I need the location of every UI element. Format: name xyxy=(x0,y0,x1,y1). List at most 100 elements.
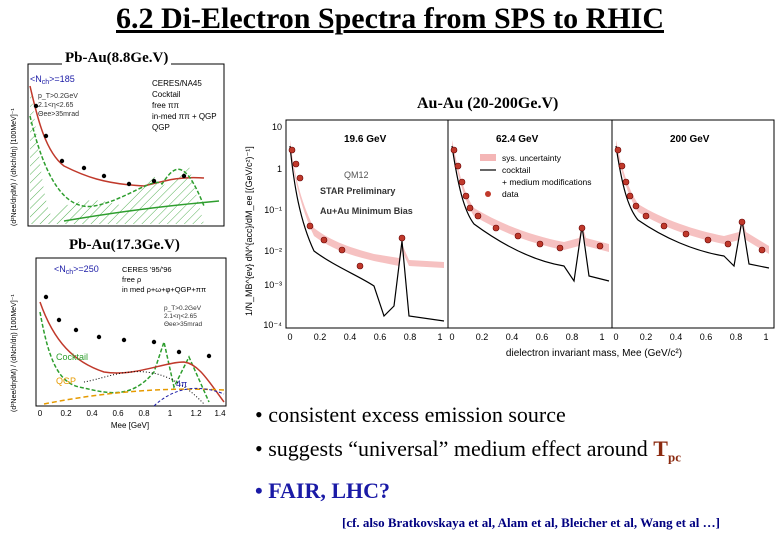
svg-text:19.6 GeV: 19.6 GeV xyxy=(344,134,387,145)
qgp-curve xyxy=(63,200,220,222)
svg-text:1: 1 xyxy=(437,332,442,342)
svg-text:10: 10 xyxy=(272,122,282,132)
nch-label-2: <Nch>=250 xyxy=(54,264,99,276)
svg-text:Θee>35mrad: Θee>35mrad xyxy=(38,111,79,118)
data-200 xyxy=(614,146,766,254)
svg-text:200 GeV: 200 GeV xyxy=(670,134,710,145)
svg-text:in-med ππ + QGP: in-med ππ + QGP xyxy=(152,112,217,121)
svg-text:1.4: 1.4 xyxy=(214,409,226,418)
bullet-2: • suggests “universal” medium effect aro… xyxy=(255,436,681,465)
svg-text:+ medium modifications: + medium modifications xyxy=(502,177,592,187)
qgp-curve-2 xyxy=(43,388,225,405)
svg-text:0.6: 0.6 xyxy=(536,332,549,342)
cocktail-curve-2 xyxy=(39,311,210,403)
svg-text:1: 1 xyxy=(168,409,173,418)
svg-text:0.4: 0.4 xyxy=(670,332,683,342)
pbau-88-legend: CERES/NA45 Cocktail free ππ in-med ππ + … xyxy=(152,79,217,132)
cocktail-label: Cocktail xyxy=(56,352,88,362)
pbau-88-plot: <Nch>=185 CERES/NA45 Cocktail free ππ in… xyxy=(11,63,225,227)
svg-text:p_T>0.2GeV: p_T>0.2GeV xyxy=(164,305,202,312)
svg-text:Cocktail: Cocktail xyxy=(152,90,181,99)
4pi-label: 4π xyxy=(176,379,187,389)
bullet-list: • consistent excess emission source • su… xyxy=(255,398,775,508)
svg-text:2.1<η<2.65: 2.1<η<2.65 xyxy=(38,102,74,109)
svg-text:QM12: QM12 xyxy=(344,170,369,180)
4pi-curve xyxy=(153,387,225,407)
svg-text:cocktail: cocktail xyxy=(502,165,530,175)
pbau-88-ylabel: (d²Nee/dηdM) / (dNch/dη) [100MeV]⁻¹ xyxy=(11,108,18,226)
auau-energies: 19.6 GeV 62.4 GeV 200 GeV xyxy=(344,134,710,145)
in-med-curve xyxy=(29,85,205,187)
svg-text:1: 1 xyxy=(277,164,282,174)
pbau-88-label: Pb-Au(8.8Ge.V) xyxy=(62,50,172,67)
svg-text:sys. uncertainty: sys. uncertainty xyxy=(502,153,562,163)
pbau-173-legend: CERES '95/'96 free ρ in med ρ+ω+φ+QGP+ππ xyxy=(122,265,206,294)
cocktail-19 xyxy=(289,145,445,322)
svg-text:0: 0 xyxy=(449,332,454,342)
auau-panel: 10 1 10⁻¹ 10⁻² 10⁻³ 10⁻⁴ xyxy=(234,116,778,366)
qgp-label: QGP xyxy=(56,376,76,386)
pbau-173-cuts: p_T>0.2GeV 2.1<η<2.65 Θee>35mrad xyxy=(164,305,203,328)
bullet-3: • FAIR, LHC? xyxy=(255,478,391,504)
svg-text:62.4 GeV: 62.4 GeV xyxy=(496,134,539,145)
svg-text:Θee>35mrad: Θee>35mrad xyxy=(164,321,203,328)
svg-text:1: 1 xyxy=(599,332,604,342)
pbau-173-ylabel: (d²Nee/dηdM) / (dNch/dη) [100MeV]⁻¹ xyxy=(11,294,18,412)
pbau-88-cuts: p_T>0.2GeV 2.1<η<2.65 Θee>35mrad xyxy=(38,93,79,118)
svg-text:10⁻²: 10⁻² xyxy=(264,246,282,256)
svg-text:CERES/NA45: CERES/NA45 xyxy=(152,79,202,88)
pbau-173-plot: <Nch>=250 CERES '95/'96 free ρ in med ρ+… xyxy=(11,257,227,430)
cocktail-62 xyxy=(451,145,610,283)
svg-text:p_T>0.2GeV: p_T>0.2GeV xyxy=(38,93,78,100)
svg-text:0.2: 0.2 xyxy=(476,332,489,342)
ceres-points xyxy=(33,103,187,187)
svg-text:2.1<η<2.65: 2.1<η<2.65 xyxy=(164,313,197,320)
legend-band-swatch xyxy=(480,154,496,161)
svg-text:in med ρ+ω+φ+QGP+ππ: in med ρ+ω+φ+QGP+ππ xyxy=(122,285,206,294)
svg-text:free ππ: free ππ xyxy=(152,101,180,110)
svg-text:10⁻³: 10⁻³ xyxy=(264,280,282,290)
svg-text:QGP: QGP xyxy=(152,123,170,132)
svg-text:data: data xyxy=(502,189,519,199)
auau-tags: QM12 STAR Preliminary Au+Au Minimum Bias xyxy=(320,170,413,216)
auau-xticks: 0 0.2 0.4 0.6 0.8 1 0 0.2 0.4 0.6 0.8 1 … xyxy=(287,332,768,342)
pbau-173-label: Pb-Au(17.3Ge.V) xyxy=(66,237,183,254)
legend-data-swatch xyxy=(485,191,491,197)
auau-plot: 10 1 10⁻¹ 10⁻² 10⁻³ 10⁻⁴ xyxy=(244,119,775,359)
bullet-1: • consistent excess emission source xyxy=(255,402,566,427)
slide-title: 6.2 Di-Electron Spectra from SPS to RHIC xyxy=(116,2,664,35)
svg-text:0.4: 0.4 xyxy=(344,332,357,342)
svg-text:0.4: 0.4 xyxy=(506,332,519,342)
svg-text:Au+Au Minimum Bias: Au+Au Minimum Bias xyxy=(320,206,413,216)
in-med-curve-2 xyxy=(39,301,225,403)
svg-text:0.8: 0.8 xyxy=(404,332,417,342)
band-62 xyxy=(452,140,609,252)
cocktail-200 xyxy=(615,145,770,269)
pbau-173-xticks: 0 0.2 0.4 0.6 0.8 1 1.2 1.4 xyxy=(38,409,226,418)
svg-text:free ρ: free ρ xyxy=(122,275,141,284)
svg-text:CERES '95/'96: CERES '95/'96 xyxy=(122,265,172,274)
svg-text:0: 0 xyxy=(613,332,618,342)
cocktail-curve xyxy=(29,115,205,208)
data-19 xyxy=(288,146,406,270)
svg-text:0.6: 0.6 xyxy=(112,409,124,418)
svg-text:0: 0 xyxy=(38,409,43,418)
auau-ylabel: 1/N_MB^{ev} dN^{acc}/dM_ee [(GeV/c²)⁻¹] xyxy=(244,146,254,316)
svg-text:0.2: 0.2 xyxy=(314,332,327,342)
auau-legend: sys. uncertainty cocktail + medium modif… xyxy=(480,153,592,199)
svg-text:0.6: 0.6 xyxy=(374,332,387,342)
svg-text:0.6: 0.6 xyxy=(700,332,713,342)
pbau-173-panel: <Nch>=250 CERES '95/'96 free ρ in med ρ+… xyxy=(4,252,230,432)
auau-yticks: 10 1 10⁻¹ 10⁻² 10⁻³ 10⁻⁴ xyxy=(263,122,282,330)
svg-text:10⁻¹: 10⁻¹ xyxy=(264,205,282,215)
pbau-88-panel: <Nch>=185 CERES/NA45 Cocktail free ππ in… xyxy=(4,56,230,238)
auau-label: Au-Au (20-200Ge.V) xyxy=(414,95,562,113)
svg-text:1.2: 1.2 xyxy=(190,409,202,418)
svg-text:STAR Preliminary: STAR Preliminary xyxy=(320,186,395,196)
data-62 xyxy=(450,146,604,252)
svg-text:0.8: 0.8 xyxy=(138,409,150,418)
nch-label: <Nch>=185 xyxy=(30,74,75,86)
svg-text:0: 0 xyxy=(287,332,292,342)
citation: [cf. also Bratkovskaya et al, Alam et al… xyxy=(342,515,720,530)
pbau-173-xlabel: Mee [GeV] xyxy=(111,421,149,430)
